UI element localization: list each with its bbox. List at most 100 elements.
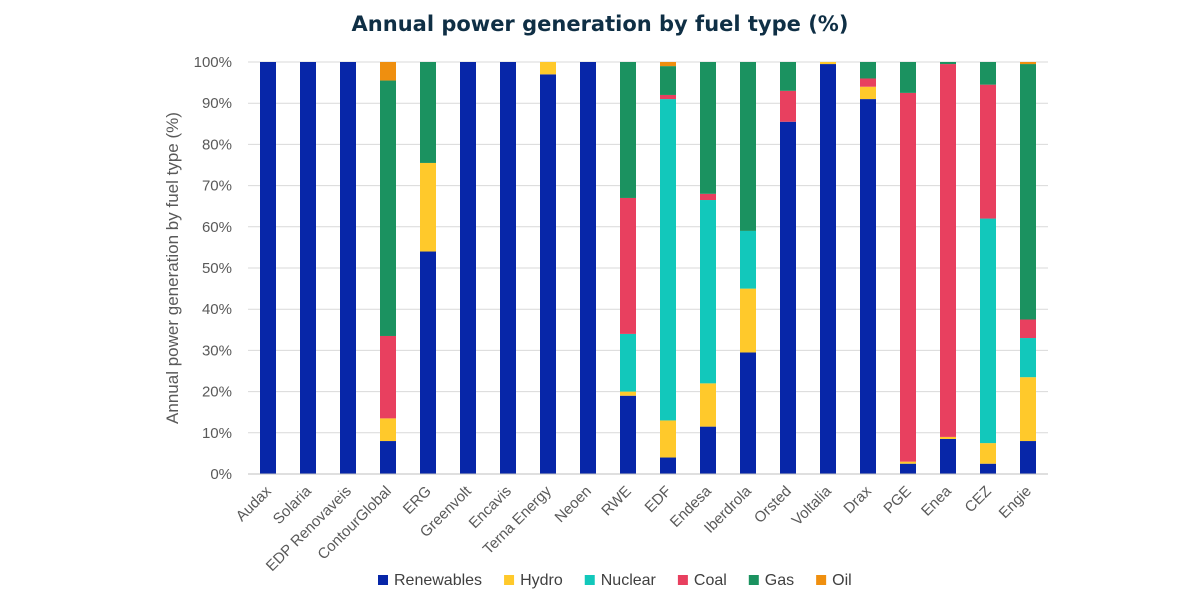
bar-stack: [780, 62, 796, 475]
bar-segment: [740, 288, 756, 353]
y-tick-label: 40%: [202, 301, 232, 318]
gridlines: [248, 61, 1048, 434]
bar-segment: [620, 197, 636, 334]
x-tick-label: ERG: [400, 483, 435, 518]
bar-segment: [380, 418, 396, 442]
legend-label: Hydro: [520, 572, 563, 589]
legend-item: Gas: [748, 572, 794, 589]
bar-segment: [660, 94, 676, 100]
bar-segment: [740, 352, 756, 474]
bar-segment: [660, 457, 676, 474]
legend-item: Hydro: [504, 572, 563, 589]
bar-stack: [580, 62, 596, 474]
y-tick-label: 10%: [202, 425, 232, 442]
y-tick-label: 90%: [202, 95, 232, 112]
bar-segment: [620, 391, 636, 396]
bar-stack: [380, 62, 396, 474]
bar-segment: [700, 383, 716, 427]
bar-segment: [380, 62, 396, 81]
bar-segment: [700, 62, 716, 194]
bar-stack: [540, 62, 556, 475]
bars: [260, 62, 1036, 475]
bar-stack: [700, 62, 716, 474]
y-tick-label: 0%: [210, 466, 232, 483]
legend-label: Oil: [832, 572, 852, 589]
legend-item: Coal: [677, 572, 727, 589]
bar-segment: [660, 420, 676, 458]
bar-segment: [940, 436, 956, 439]
bar-segment: [340, 62, 356, 474]
bar-segment: [980, 443, 996, 464]
y-tick-label: 70%: [202, 178, 232, 195]
bar-segment: [860, 78, 876, 87]
bar-segment: [740, 62, 756, 231]
x-tick-label: Engie: [996, 483, 1035, 522]
bar-segment: [1020, 338, 1036, 378]
bar-segment: [660, 99, 676, 421]
legend-swatch: [677, 575, 688, 585]
bar-stack: [940, 62, 956, 474]
bar-segment: [780, 121, 796, 475]
bar-segment: [380, 80, 396, 336]
legend-label: Renewables: [394, 572, 482, 589]
bar-stack: [620, 62, 636, 474]
bar-segment: [460, 62, 476, 474]
x-tick-label: Orsted: [751, 483, 795, 527]
bar-stack: [860, 62, 876, 474]
bar-stack: [740, 62, 756, 474]
y-tick-label: 80%: [202, 136, 232, 153]
x-tick-label: Enea: [918, 482, 955, 519]
bar-stack: [340, 62, 356, 474]
y-tick-label: 100%: [194, 54, 232, 71]
bar-segment: [580, 62, 596, 474]
legend-swatch: [748, 575, 759, 585]
bar-segment: [660, 66, 676, 95]
bar-segment: [900, 62, 916, 93]
y-axis-ticks: 0% 10% 20% 30% 40% 50% 60% 70% 80% 90% 100%: [194, 54, 232, 483]
bar-stack: [460, 62, 476, 474]
bar-segment: [860, 62, 876, 79]
y-tick-label: 30%: [202, 342, 232, 359]
bar-segment: [540, 62, 556, 75]
legend-swatch: [378, 575, 388, 585]
bar-segment: [980, 84, 996, 219]
bar-segment: [940, 64, 956, 437]
y-tick-label: 20%: [202, 384, 232, 401]
bar-segment: [780, 90, 796, 122]
bar-stack: [660, 62, 676, 474]
bar-segment: [860, 86, 876, 100]
bar-stack: [980, 62, 996, 474]
y-tick-label: 50%: [202, 260, 232, 277]
legend-swatch: [816, 575, 827, 585]
bar-segment: [500, 62, 516, 474]
x-tick-label: Voltalia: [789, 482, 836, 529]
bar-segment: [380, 335, 396, 419]
bar-segment: [1020, 377, 1036, 442]
bar-segment: [300, 62, 316, 474]
bar-segment: [620, 395, 636, 474]
legend-label: Gas: [765, 572, 794, 589]
legend-swatch: [504, 575, 515, 585]
x-tick-label: RWE: [598, 483, 635, 520]
bar-segment: [1020, 62, 1036, 65]
y-tick-label: 60%: [202, 219, 232, 236]
bar-segment: [380, 441, 396, 474]
bar-segment: [260, 62, 276, 474]
legend-label: Coal: [694, 572, 727, 589]
legend-item: Oil: [816, 572, 852, 589]
bar-segment: [860, 99, 876, 474]
bar-stack: [500, 62, 516, 474]
legend-item: Renewables: [378, 572, 482, 589]
x-tick-label: Drax: [840, 482, 875, 517]
bar-segment: [780, 62, 796, 91]
y-axis-label: Annual power generation by fuel type (%): [163, 112, 182, 424]
x-tick-label: CEZ: [962, 483, 995, 516]
bar-stack: [1020, 62, 1036, 474]
legend-label: Nuclear: [601, 572, 657, 589]
bar-segment: [900, 92, 916, 462]
bar-segment: [820, 64, 836, 474]
x-tick-label: Audax: [233, 482, 275, 524]
bar-segment: [980, 62, 996, 85]
bar-segment: [620, 62, 636, 198]
